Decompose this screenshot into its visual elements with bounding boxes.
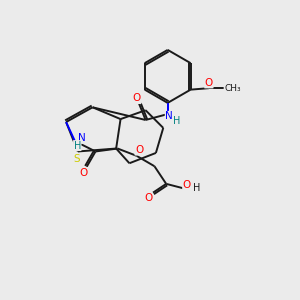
Text: H: H: [173, 116, 181, 126]
Text: N: N: [78, 133, 86, 143]
Text: CH₃: CH₃: [224, 84, 241, 93]
Text: O: O: [205, 78, 213, 88]
Text: S: S: [73, 154, 80, 164]
Text: O: O: [144, 193, 153, 203]
Text: O: O: [135, 145, 143, 155]
Text: N: N: [165, 111, 173, 122]
Text: H: H: [193, 183, 200, 193]
Text: O: O: [80, 168, 88, 178]
Text: O: O: [133, 94, 141, 103]
Text: H: H: [74, 141, 81, 151]
Text: O: O: [183, 180, 191, 190]
